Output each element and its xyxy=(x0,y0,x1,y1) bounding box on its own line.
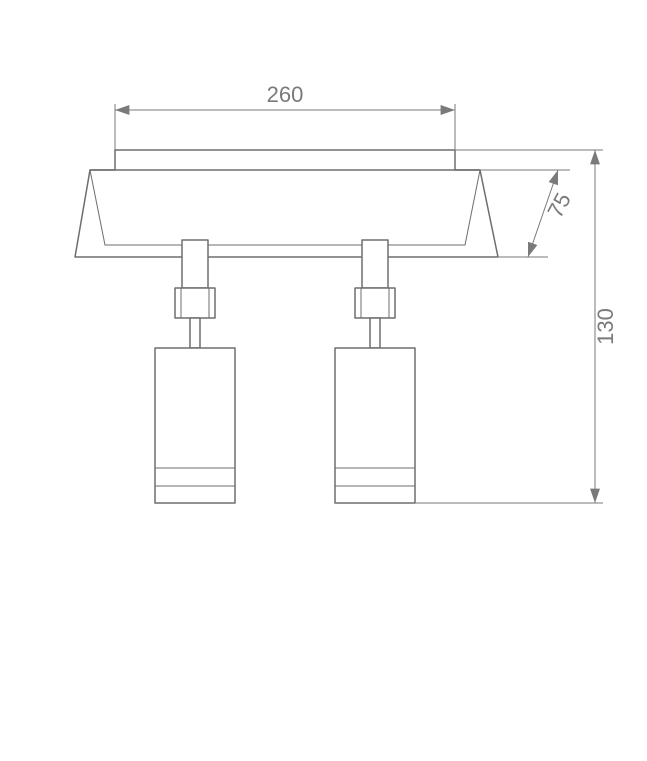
dim-depth-label: 75 xyxy=(542,188,576,221)
dim-width-label: 260 xyxy=(267,82,304,107)
dim-height-label: 130 xyxy=(593,308,618,345)
lamp-outline xyxy=(75,150,498,503)
technical-drawing: 260 75 130 xyxy=(0,0,647,761)
